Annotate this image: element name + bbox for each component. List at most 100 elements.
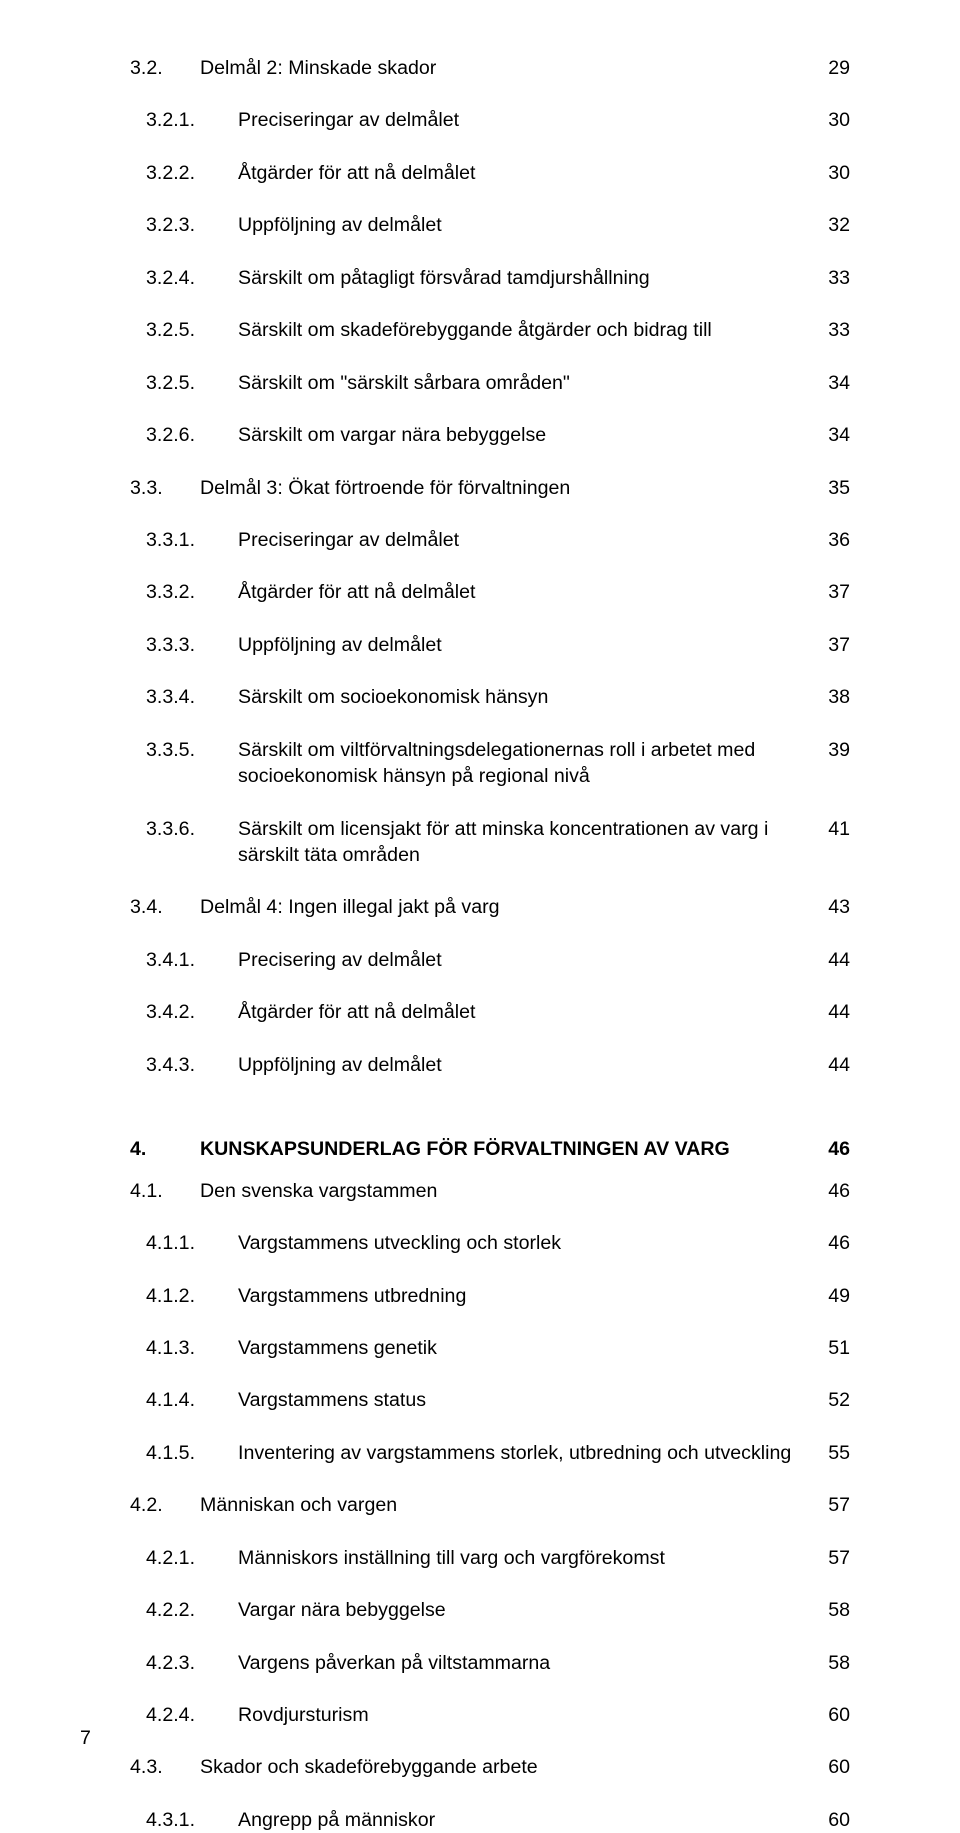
toc-entry-page: 34 xyxy=(816,422,850,448)
toc-entry-page: 37 xyxy=(816,579,850,605)
toc-entry-page: 30 xyxy=(816,160,850,186)
toc-entry: 4.1.Den svenska vargstammen46 xyxy=(130,1178,850,1204)
toc-entry: 4.3.Skador och skadeförebyggande arbete6… xyxy=(130,1754,850,1780)
toc-entry-number: 4.3. xyxy=(130,1754,200,1780)
toc-entry-number: 3.4.3. xyxy=(146,1052,238,1078)
toc-entry-title: Särskilt om påtagligt försvårad tamdjurs… xyxy=(238,265,816,291)
toc-entry-number: 3.2.4. xyxy=(146,265,238,291)
toc-entry-number: 3.2. xyxy=(130,55,200,81)
toc-entry-page: 44 xyxy=(816,947,850,973)
toc-entry: 4.1.5.Inventering av vargstammens storle… xyxy=(130,1440,850,1466)
toc-entry-number: 3.4.1. xyxy=(146,947,238,973)
toc-entry-title: Särskilt om "särskilt sårbara områden" xyxy=(238,370,816,396)
toc-entry: 4.1.2.Vargstammens utbredning49 xyxy=(130,1283,850,1309)
toc-entry-number: 4.2.3. xyxy=(146,1650,238,1676)
toc-entry-number: 4.2.4. xyxy=(146,1702,238,1728)
toc-entry-title: Uppföljning av delmålet xyxy=(238,632,816,658)
toc-entry-page: 30 xyxy=(816,107,850,133)
toc-entry-number: 4.2. xyxy=(130,1492,200,1518)
toc-entry-number: 3.3.3. xyxy=(146,632,238,658)
toc-entry-title: KUNSKAPSUNDERLAG FÖR FÖRVALTNINGEN AV VA… xyxy=(200,1136,816,1162)
toc-entry: 4.2.Människan och vargen57 xyxy=(130,1492,850,1518)
toc-entry-title: Särskilt om vargar nära bebyggelse xyxy=(238,422,816,448)
toc-entry-page: 34 xyxy=(816,370,850,396)
toc-entry-title: Inventering av vargstammens storlek, utb… xyxy=(238,1440,816,1466)
toc-entry-page: 46 xyxy=(816,1230,850,1256)
toc-entry-number: 4. xyxy=(130,1136,200,1162)
toc-entry-page: 60 xyxy=(816,1807,850,1833)
toc-entry-title: Skador och skadeförebyggande arbete xyxy=(200,1754,816,1780)
toc-entry-number: 4.2.2. xyxy=(146,1597,238,1623)
toc-entry-page: 60 xyxy=(816,1754,850,1780)
toc-entry-page: 52 xyxy=(816,1387,850,1413)
toc-entry-title: Delmål 4: Ingen illegal jakt på varg xyxy=(200,894,816,920)
toc-entry: 3.3.Delmål 3: Ökat förtroende för förval… xyxy=(130,475,850,501)
toc-entry: 4.2.4.Rovdjursturism60 xyxy=(130,1702,850,1728)
toc-entry-title: Angrepp på människor xyxy=(238,1807,816,1833)
toc-entry-page: 44 xyxy=(816,1052,850,1078)
toc-entry-title: Vargstammens utbredning xyxy=(238,1283,816,1309)
toc-entry-page: 41 xyxy=(816,816,850,842)
toc-entry-title: Särskilt om licensjakt för att minska ko… xyxy=(238,816,816,869)
toc-entry-page: 51 xyxy=(816,1335,850,1361)
toc-entry: 3.3.3.Uppföljning av delmålet37 xyxy=(130,632,850,658)
toc-entry-title: Preciseringar av delmålet xyxy=(238,107,816,133)
toc-entry-title: Delmål 3: Ökat förtroende för förvaltnin… xyxy=(200,475,816,501)
toc-entry-title: Vargens påverkan på viltstammarna xyxy=(238,1650,816,1676)
toc-entry-title: Människan och vargen xyxy=(200,1492,816,1518)
toc-entry-number: 4.1.5. xyxy=(146,1440,238,1466)
toc-entry-number: 4.1.3. xyxy=(146,1335,238,1361)
toc-entry-title: Åtgärder för att nå delmålet xyxy=(238,160,816,186)
page-number: 7 xyxy=(80,1727,91,1750)
toc-entry-title: Preciseringar av delmålet xyxy=(238,527,816,553)
toc-entry-page: 46 xyxy=(816,1136,850,1162)
toc-entry-number: 3.3. xyxy=(130,475,200,501)
toc-entry-page: 38 xyxy=(816,684,850,710)
toc-entry: 3.4.2.Åtgärder för att nå delmålet44 xyxy=(130,999,850,1025)
toc-entry-page: 49 xyxy=(816,1283,850,1309)
toc-entry-page: 32 xyxy=(816,212,850,238)
toc-entry: 3.2.4.Särskilt om påtagligt försvårad ta… xyxy=(130,265,850,291)
toc-entry: 3.4.3.Uppföljning av delmålet44 xyxy=(130,1052,850,1078)
toc-entry-number: 3.2.5. xyxy=(146,370,238,396)
toc-entry-number: 3.4. xyxy=(130,894,200,920)
toc-entry-number: 4.1.1. xyxy=(146,1230,238,1256)
toc-entry-number: 3.2.1. xyxy=(146,107,238,133)
toc-entry-page: 57 xyxy=(816,1492,850,1518)
toc-entry-page: 55 xyxy=(816,1440,850,1466)
toc-entry: 4.2.2.Vargar nära bebyggelse58 xyxy=(130,1597,850,1623)
toc-entry-page: 60 xyxy=(816,1702,850,1728)
toc-entry: 3.3.4.Särskilt om socioekonomisk hänsyn3… xyxy=(130,684,850,710)
toc-entry: 4.1.3.Vargstammens genetik51 xyxy=(130,1335,850,1361)
toc-entry-title: Åtgärder för att nå delmålet xyxy=(238,999,816,1025)
toc-entry-page: 33 xyxy=(816,265,850,291)
toc-entry: 3.2.5.Särskilt om skadeförebyggande åtgä… xyxy=(130,317,850,343)
toc-entry-page: 58 xyxy=(816,1650,850,1676)
toc-entry-title: Uppföljning av delmålet xyxy=(238,1052,816,1078)
toc-entry-number: 3.2.3. xyxy=(146,212,238,238)
toc-entry-number: 3.4.2. xyxy=(146,999,238,1025)
toc-entry: 4.2.3.Vargens påverkan på viltstammarna5… xyxy=(130,1650,850,1676)
toc-entry-page: 44 xyxy=(816,999,850,1025)
toc-entry: 3.2.6.Särskilt om vargar nära bebyggelse… xyxy=(130,422,850,448)
toc-entry: 3.3.2.Åtgärder för att nå delmålet37 xyxy=(130,579,850,605)
toc-entry: 4.3.1.Angrepp på människor60 xyxy=(130,1807,850,1833)
toc-entry-page: 57 xyxy=(816,1545,850,1571)
toc-entry: 3.2.5.Särskilt om "särskilt sårbara områ… xyxy=(130,370,850,396)
toc-entry-title: Vargstammens status xyxy=(238,1387,816,1413)
toc-entry-number: 4.1.2. xyxy=(146,1283,238,1309)
toc-entry: 3.3.6.Särskilt om licensjakt för att min… xyxy=(130,816,850,869)
toc-entry-title: Vargstammens genetik xyxy=(238,1335,816,1361)
toc-entry-title: Uppföljning av delmålet xyxy=(238,212,816,238)
toc-entry: 3.2.2.Åtgärder för att nå delmålet30 xyxy=(130,160,850,186)
toc-entry-number: 3.3.2. xyxy=(146,579,238,605)
toc-entry: 4.2.1.Människors inställning till varg o… xyxy=(130,1545,850,1571)
toc-entry-number: 4.3.1. xyxy=(146,1807,238,1833)
toc-entry-page: 39 xyxy=(816,737,850,763)
toc-entry-number: 4.2.1. xyxy=(146,1545,238,1571)
toc-entry: 4.1.1.Vargstammens utveckling och storle… xyxy=(130,1230,850,1256)
toc-entry: 3.3.1.Preciseringar av delmålet36 xyxy=(130,527,850,553)
toc-entry-title: Särskilt om socioekonomisk hänsyn xyxy=(238,684,816,710)
toc-entry-number: 3.3.6. xyxy=(146,816,238,842)
toc-entry-number: 3.3.4. xyxy=(146,684,238,710)
